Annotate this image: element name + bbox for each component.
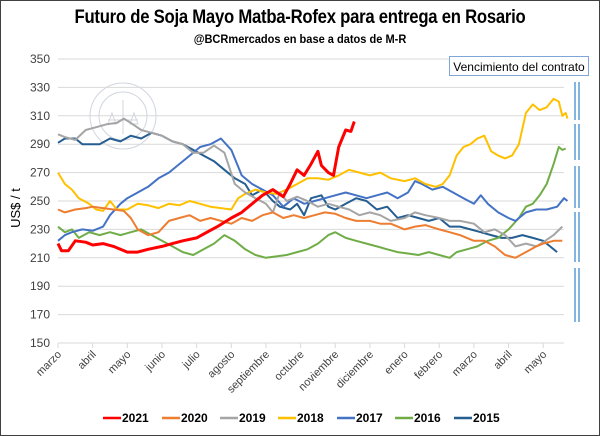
y-tick-label: 250 <box>30 194 50 208</box>
y-axis-label: US$ / t <box>8 188 23 228</box>
legend-label-2017: 2017 <box>356 411 383 425</box>
series-line-2019 <box>57 117 563 248</box>
x-tick-label: octubre <box>272 349 306 383</box>
y-tick-label: 230 <box>30 222 50 236</box>
legend-label-2015: 2015 <box>473 411 500 425</box>
y-tick-label: 310 <box>30 109 50 123</box>
series-line-2018 <box>57 97 569 212</box>
legend-label-2018: 2018 <box>297 411 324 425</box>
x-tick-label: agosto <box>206 349 238 381</box>
x-tick-label: mayo <box>522 349 550 377</box>
x-tick-label: febrero <box>412 349 445 382</box>
legend-label-2016: 2016 <box>414 411 441 425</box>
y-tick-label: 350 <box>30 52 50 66</box>
x-tick-label: marzo <box>450 349 480 379</box>
y-tick-label: 210 <box>30 251 50 265</box>
series-line-2017 <box>57 137 569 242</box>
y-tick-label: 190 <box>30 279 50 293</box>
x-tick-label: mayo <box>106 349 134 377</box>
x-tick-label: junio <box>142 349 168 375</box>
contract-expiry-annotation: Vencimiento del contrato <box>449 56 589 76</box>
x-tick-label: marzo <box>34 349 64 379</box>
x-tick-label: abril <box>491 349 514 372</box>
series-line-2016 <box>57 146 567 259</box>
x-tick-label: enero <box>382 349 410 377</box>
legend-label-2020: 2020 <box>181 411 208 425</box>
series-line-2015 <box>57 131 558 253</box>
y-tick-label: 330 <box>30 80 50 94</box>
y-tick-label: 150 <box>30 336 50 350</box>
x-tick-label: diciembre <box>334 349 376 391</box>
chart-title: Futuro de Soja Mayo Matba-Rofex para ent… <box>74 7 526 28</box>
chart-subtitle: @BCRmercados en base a datos de M-R <box>193 32 407 46</box>
series-line-2020 <box>57 205 563 259</box>
series-line-2021 <box>56 121 356 254</box>
y-tick-label: 290 <box>30 137 50 151</box>
legend-label-2021: 2021 <box>122 411 149 425</box>
y-tick-label: 270 <box>30 166 50 180</box>
x-tick-label: abril <box>76 349 99 372</box>
y-tick-label: 170 <box>30 308 50 322</box>
x-tick-label: julio <box>180 349 203 372</box>
legend-label-2019: 2019 <box>239 411 266 425</box>
